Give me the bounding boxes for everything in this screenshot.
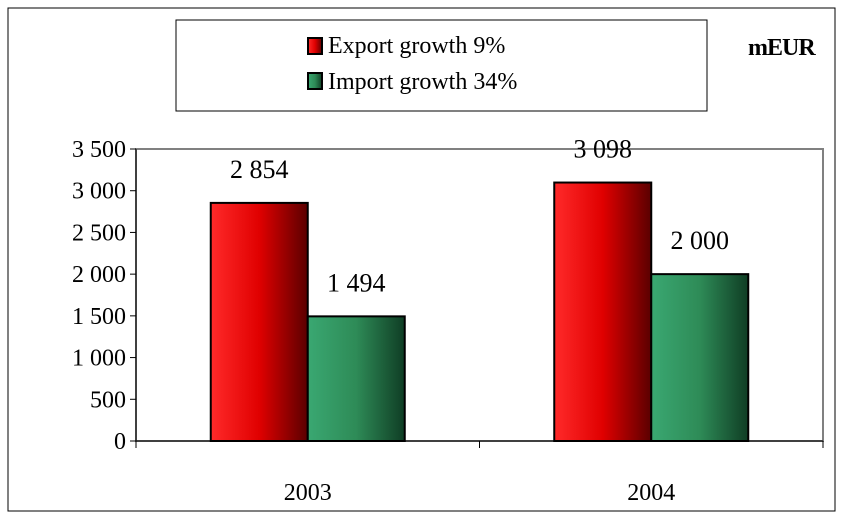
- y-tick-label: 1 500: [72, 304, 126, 330]
- bar-export-2003: [209, 201, 309, 442]
- data-label-import-2004: 2 000: [671, 226, 730, 255]
- legend-label-export: Export growth 9%: [328, 33, 505, 59]
- y-tick-label: 2 000: [72, 262, 126, 288]
- bar-import-2004: [650, 273, 750, 442]
- data-labels: 2 854 1 494 3 098 2 000: [230, 135, 729, 298]
- y-tick-label: 0: [114, 429, 126, 455]
- legend-swatch-import: [307, 72, 323, 90]
- x-tick-label: 2003: [284, 480, 332, 506]
- data-label-export-2004: 3 098: [574, 135, 633, 164]
- y-tick-label: 3 500: [72, 137, 126, 163]
- bar-import-2003: [306, 315, 406, 443]
- x-tick-label: 2004: [627, 480, 675, 506]
- unit-label: mEUR: [748, 35, 816, 61]
- bar-series: [209, 181, 750, 443]
- legend-label-import: Import growth 34%: [328, 69, 517, 95]
- data-label-import-2003: 1 494: [327, 268, 386, 297]
- y-tick-label: 1 000: [72, 346, 126, 372]
- legend-box: [175, 19, 708, 112]
- legend-swatch-export: [307, 37, 323, 55]
- y-tick-label: 3 000: [72, 179, 126, 205]
- data-label-export-2003: 2 854: [230, 155, 289, 184]
- y-tick-label: 500: [90, 387, 126, 413]
- y-axis: 0 500 1 000 1 500 2 000 2 500 3 000 3 500: [72, 137, 137, 455]
- y-tick-label: 2 500: [72, 220, 126, 246]
- bar-export-2004: [553, 181, 653, 442]
